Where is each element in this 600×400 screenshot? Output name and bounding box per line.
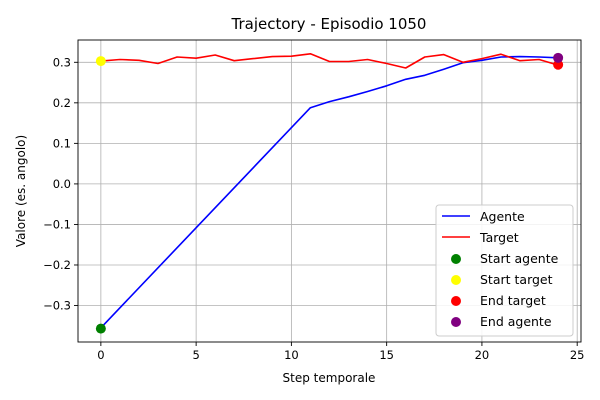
legend-label-start-target: Start target <box>480 272 553 287</box>
x-tick-label: 25 <box>570 348 585 362</box>
y-tick-label: −0.2 <box>43 258 71 272</box>
x-tick-label: 15 <box>379 348 394 362</box>
legend: Agente Target Start agente Start target End … <box>435 204 574 337</box>
y-tick-label: −0.1 <box>43 217 71 231</box>
legend-label-agente: Agente <box>480 209 525 224</box>
x-tick-label: 20 <box>475 348 490 362</box>
y-axis-ticks: −0.3 −0.2 −0.1 0.0 0.1 0.2 0.3 <box>43 55 78 313</box>
points-layer <box>95 52 564 334</box>
legend-label-end-agente: End agente <box>480 314 552 329</box>
legend-label-end-target: End target <box>480 293 546 308</box>
y-tick-label: 0.1 <box>53 136 71 150</box>
legend-swatch-start-agente <box>451 254 461 264</box>
legend-label-start-agente: Start agente <box>480 251 559 266</box>
chart-title: Trajectory - Episodio 1050 <box>231 15 427 33</box>
x-axis-ticks: 0 5 10 15 20 25 <box>97 342 585 362</box>
start-agente-marker <box>95 323 106 334</box>
legend-swatch-end-target <box>451 296 461 306</box>
x-tick-label: 0 <box>97 348 104 362</box>
x-tick-label: 5 <box>192 348 199 362</box>
target-line <box>100 52 559 69</box>
series-layer <box>100 52 559 329</box>
legend-label-target: Target <box>479 230 519 245</box>
legend-swatch-start-target <box>451 275 461 285</box>
end-agente-marker <box>553 52 564 63</box>
legend-swatch-end-agente <box>451 317 461 327</box>
x-axis-label: Step temporale <box>283 371 376 385</box>
y-tick-label: 0.3 <box>53 55 71 69</box>
start-target-marker <box>95 56 106 67</box>
agente-line <box>100 55 559 329</box>
plot-area-frame <box>77 39 582 343</box>
y-axis-label: Valore (es. angolo) <box>14 135 28 247</box>
end-target-marker <box>553 59 564 70</box>
x-tick-label: 10 <box>284 348 299 362</box>
legend-frame <box>435 204 574 337</box>
y-tick-label: 0.2 <box>53 96 71 110</box>
y-tick-label: 0.0 <box>53 177 71 191</box>
y-tick-label: −0.3 <box>43 299 71 313</box>
